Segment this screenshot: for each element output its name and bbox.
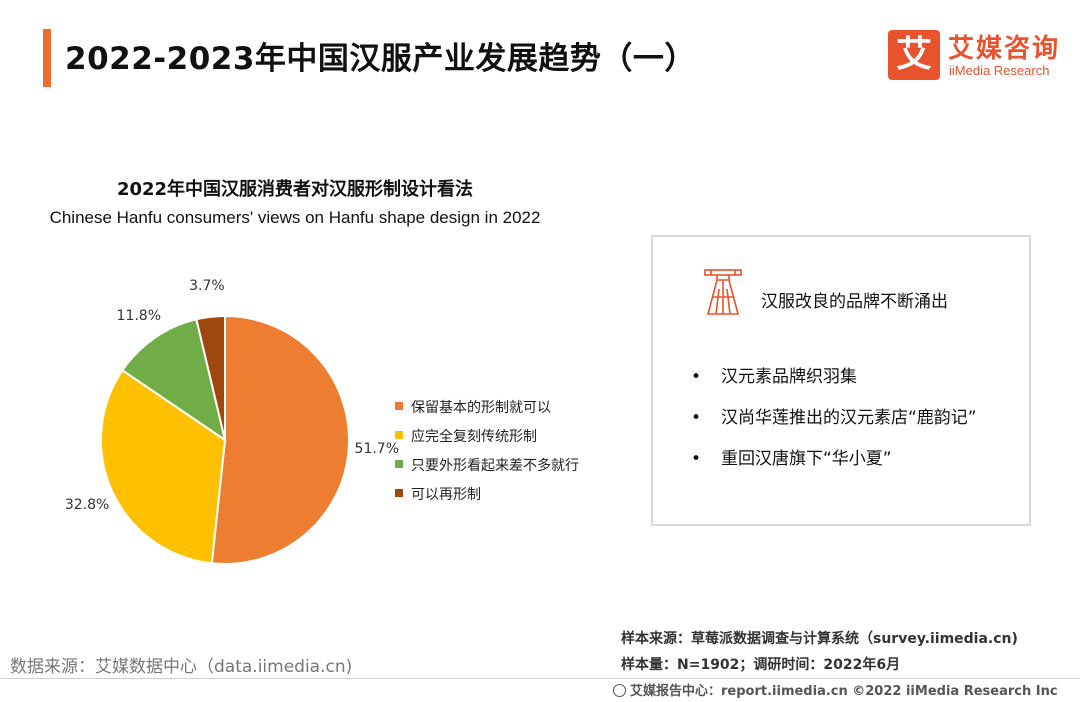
legend-item: 可以再形制 [395, 484, 579, 513]
pie-slice-1 [210, 314, 350, 565]
page-title: 2022-2023年中国汉服产业发展趋势（一） [65, 41, 696, 77]
bullet-icon: • [691, 367, 702, 387]
bullet-icon: • [691, 408, 702, 428]
logo-mark: 艾 [888, 30, 940, 80]
info-list-text: 重回汉唐旗下“华小夏” [721, 449, 892, 469]
sample-size: 样本量：N=1902；调研时间：2022年6月 [621, 657, 901, 673]
bullet-icon: • [691, 449, 702, 469]
hanfu-garment-icon [704, 269, 742, 315]
pie-label-1: 51.7% [355, 441, 399, 457]
legend-label: 只要外形看起来差不多就行 [411, 458, 579, 474]
chart-title: 2022年中国汉服消费者对汉服形制设计看法 [116, 179, 474, 200]
iimedia-logo: 艾 艾媒咨询 iiMedia Research [888, 28, 1068, 84]
legend-swatch [395, 489, 403, 497]
legend-item: 只要外形看起来差不多就行 [395, 455, 579, 484]
legend-item: 应完全复刻传统形制 [395, 426, 579, 455]
pie-label-3: 11.8% [117, 308, 161, 324]
info-list-text: 汉元素品牌织羽集 [721, 367, 857, 387]
legend-label: 保留基本的形制就可以 [411, 400, 551, 416]
chart-subtitle: Chinese Hanfu consumers' views on Hanfu … [49, 208, 541, 227]
legend-label: 应完全复刻传统形制 [411, 429, 537, 445]
footer-report-text: 艾媒报告中心：report.iimedia.cn ©2022 iiMedia R… [630, 684, 1058, 699]
info-heading: 汉服改良的品牌不断涌出 [761, 292, 948, 312]
title-accent-bar [43, 29, 51, 87]
legend-swatch [395, 431, 403, 439]
info-list-item: • 重回汉唐旗下“华小夏” [691, 444, 977, 485]
info-list-text: 汉尚华莲推出的汉元素店“鹿韵记” [721, 408, 977, 428]
legend-label: 可以再形制 [411, 487, 481, 503]
globe-icon [613, 684, 626, 697]
legend-item: 保留基本的形制就可以 [395, 397, 579, 426]
logo-english-name: iiMedia Research [949, 63, 1050, 78]
pie-label-4: 3.7% [189, 278, 225, 294]
pie-slice-3 [121, 318, 227, 443]
info-list-item: • 汉尚华莲推出的汉元素店“鹿韵记” [691, 403, 977, 444]
chart-legend: 保留基本的形制就可以 应完全复刻传统形制只要外形看起来差不多就行 可以再形制 [395, 397, 579, 513]
sample-source: 样本来源：草莓派数据调查与计算系统（survey.iimedia.cn) [621, 631, 1018, 647]
info-list: • 汉元素品牌织羽集 • 汉尚华莲推出的汉元素店“鹿韵记” • 重回汉唐旗下“华小夏” [691, 362, 977, 485]
pie-label-2: 32.8% [65, 497, 109, 513]
pie-chart: 51.7% 32.8% 11.8% 3.7% [65, 278, 399, 565]
footer-divider [0, 678, 1080, 679]
pie-slice-4 [195, 314, 226, 441]
legend-swatch [395, 460, 403, 468]
pie-slice-2 [100, 368, 227, 565]
logo-chinese-name: 艾媒咨询 [948, 34, 1061, 64]
data-source: 数据来源：艾媒数据中心（data.iimedia.cn) [10, 657, 353, 677]
info-box: 汉服改良的品牌不断涌出 • 汉元素品牌织羽集 • 汉尚华莲推出的汉元素店“鹿韵记” • 重… [651, 235, 1031, 526]
footer-report-center: 艾媒报告中心：report.iimedia.cn ©2022 iiMedia R… [613, 680, 1058, 699]
legend-swatch [395, 402, 403, 410]
info-list-item: • 汉元素品牌织羽集 [691, 362, 977, 403]
